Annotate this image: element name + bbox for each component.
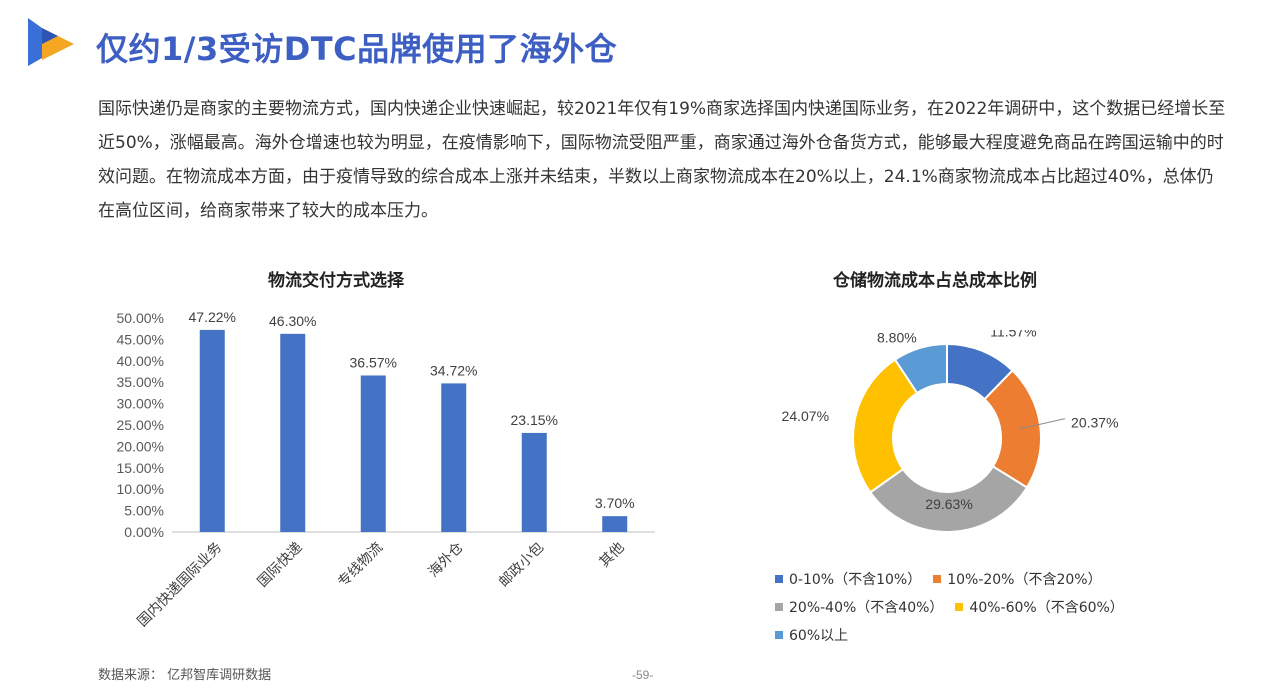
bar-value-label: 3.70% (595, 495, 635, 511)
legend-swatch (775, 575, 783, 583)
logo-blue-shape (28, 18, 42, 66)
bar (521, 432, 547, 532)
x-category-label: 国内快递国际业务 (134, 539, 225, 630)
y-tick-label: 20.00% (117, 438, 164, 454)
slice-value-label: 29.63% (925, 496, 972, 512)
slice-value-label: 11.57% (990, 330, 1036, 339)
leader-line (1018, 418, 1066, 430)
slice-value-label: 24.07% (782, 408, 829, 424)
y-tick-label: 50.00% (117, 310, 164, 326)
bar-chart: 0.00% 5.00% 10.00% 15.00% 20.00% 25.00% 30.00%… (117, 309, 655, 630)
legend-swatch (775, 631, 783, 639)
legend-label: 60%以上 (789, 628, 849, 644)
legend-item: 40%-60%（不含60%） (955, 593, 1124, 621)
x-category-label: 邮政小包 (495, 539, 546, 590)
legend-swatch (955, 603, 964, 611)
bar-chart-title: 物流交付方式选择 (268, 271, 404, 291)
x-category-label: 专线物流 (334, 539, 385, 590)
bar-value-label: 23.15% (511, 412, 558, 428)
legend-label: 20%-40%（不含40%） (789, 600, 944, 616)
donut-slice (893, 342, 948, 395)
data-source: 数据来源： 亿邦智库调研数据 (98, 668, 272, 683)
y-tick-label: 30.00% (117, 396, 164, 412)
bar (602, 516, 628, 532)
legend-swatch (933, 575, 942, 583)
legend-label: 10%-20%（不含20%） (947, 572, 1102, 588)
slice-value-label: 20.37% (1071, 415, 1118, 431)
y-tick-label: 35.00% (117, 374, 164, 390)
legend-item: 0-10%（不含10%） (775, 565, 921, 593)
y-tick-label: 15.00% (117, 460, 164, 476)
legend-item: 60%以上 (775, 621, 848, 649)
legend-label: 40%-60%（不含60%） (969, 600, 1124, 616)
y-tick-label: 25.00% (117, 417, 164, 433)
y-tick-label: 0.00% (124, 524, 164, 540)
y-tick-label: 10.00% (117, 481, 164, 497)
donut-chart: 11.57% 20.37% 29.63% 24.07% 8.80% (782, 330, 1119, 533)
bar (199, 329, 225, 532)
bar-value-label: 46.30% (269, 313, 316, 329)
bar-value-label: 36.57% (350, 354, 397, 370)
intro-paragraph: 国际快递仍是商家的主要物流方式，国内快递企业快速崛起，较2021年仅有19%商家… (98, 99, 1226, 221)
legend-item: 20%-40%（不含40%） (775, 593, 943, 621)
bar (280, 333, 306, 532)
donut-slice (868, 465, 1029, 533)
logo-dark-shape (42, 28, 58, 44)
slice-value-label: 8.80% (877, 330, 917, 345)
x-category-label: 海外仓 (425, 539, 466, 580)
donut-chart-title: 仓储物流成本占总成本比例 (833, 271, 1037, 291)
x-category-label: 国际快递 (254, 539, 305, 590)
donut-legend: 0-10%（不含10%） 10%-20%（不含20%） 20%-40%（不含40%）… (775, 565, 1155, 649)
page-number: -59- (632, 668, 654, 682)
legend-label: 0-10%（不含10%） (789, 572, 922, 588)
brand-logo (28, 18, 74, 66)
legend-swatch (775, 603, 783, 611)
bar-value-label: 47.22% (189, 309, 236, 325)
y-tick-label: 45.00% (117, 331, 164, 347)
page-title: 仅约1/3受访DTC品牌使用了海外仓 (96, 30, 618, 68)
y-tick-label: 5.00% (124, 503, 164, 519)
bar (441, 383, 467, 532)
bar (360, 375, 386, 532)
legend-item: 10%-20%（不含20%） (933, 565, 1102, 593)
y-tick-label: 40.00% (117, 353, 164, 369)
x-category-label: 其他 (596, 539, 627, 570)
bar-value-label: 34.72% (430, 362, 477, 378)
